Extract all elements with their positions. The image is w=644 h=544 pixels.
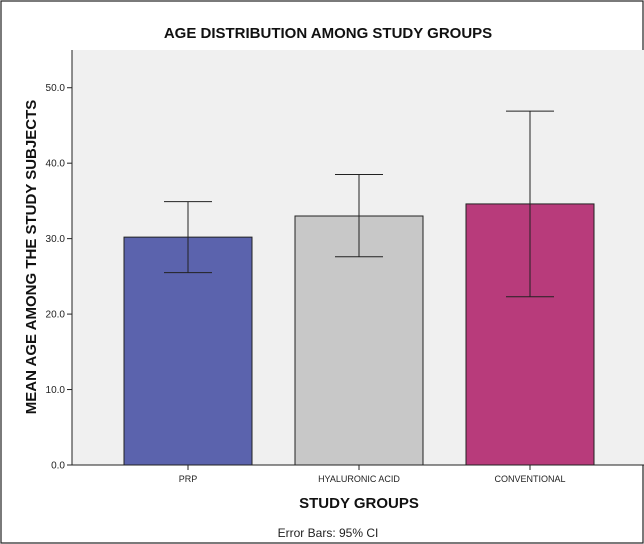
error-bar-series — [164, 110, 554, 298]
y-tick-label: 30.0 — [46, 234, 66, 245]
y-tick-label: 20.0 — [46, 310, 66, 321]
y-tick-label: 0.0 — [51, 461, 65, 472]
y-tick-label: 50.0 — [46, 83, 66, 94]
y-tick-label: 10.0 — [46, 385, 66, 396]
x-tick-label: CONVENTIONAL — [494, 474, 565, 484]
x-axis-title: STUDY GROUPS — [299, 495, 419, 512]
bar — [294, 215, 424, 466]
y-axis: 0.0 10.0 20.0 30.0 40.0 50.0 — [46, 50, 73, 472]
y-axis-title: MEAN AGE AMONG THE STUDY SUBJECTS — [23, 100, 40, 414]
bar-series — [123, 203, 595, 466]
x-tick-label: PRP — [179, 474, 198, 484]
chart-title: AGE DISTRIBUTION AMONG STUDY GROUPS — [164, 25, 492, 42]
error-bar-footnote: Error Bars: 95% CI — [278, 526, 379, 540]
bar — [123, 236, 253, 466]
x-tick-label: HYALURONIC ACID — [318, 474, 400, 484]
y-tick-label: 40.0 — [46, 159, 66, 170]
